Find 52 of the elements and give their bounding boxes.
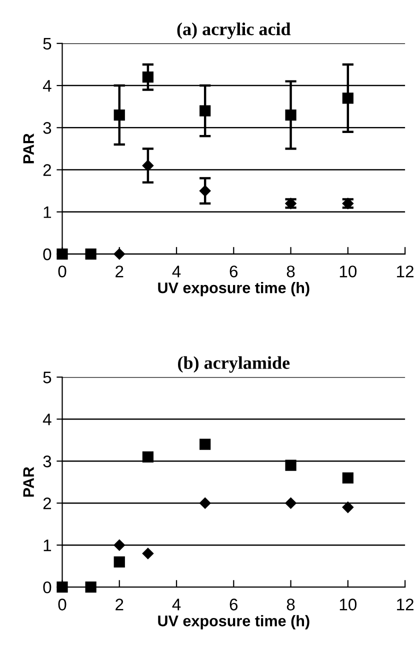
point (200, 438, 211, 450)
y-tick-label: 0 (43, 581, 52, 594)
x-axis-title: UV exposure time (h) (158, 615, 310, 630)
point (114, 539, 125, 551)
y-tick-label: 2 (43, 164, 51, 176)
point (199, 185, 211, 196)
chart-title: (b) acrylamide (178, 356, 290, 373)
x-tick-label: 4 (172, 598, 181, 610)
point (285, 109, 296, 121)
x-tick-label: 2 (116, 266, 124, 278)
y-tick-label: 0 (43, 248, 52, 260)
x-tick-label: 4 (172, 266, 181, 278)
x-tick-label: 2 (116, 598, 124, 610)
point (85, 582, 96, 593)
y-tick-label: 4 (42, 414, 52, 426)
point (142, 451, 154, 462)
x-tick-label: 0 (58, 598, 66, 610)
x-tick-label: 10 (340, 266, 357, 278)
y-tick-label: 5 (43, 38, 52, 50)
point (142, 72, 154, 83)
x-tick-label: 8 (286, 266, 295, 278)
x-tick-label: 6 (230, 266, 238, 278)
x-tick-label: 12 (397, 598, 414, 610)
y-axis-title: PAR (23, 466, 34, 497)
x-tick-label: 10 (340, 598, 357, 610)
x-axis-title: UV exposure time (h) (158, 282, 310, 296)
point (142, 160, 154, 172)
chart-title: (a) acrylic acid (177, 22, 291, 39)
point (114, 109, 125, 121)
point (285, 498, 296, 509)
point (114, 556, 125, 568)
x-tick-label: 0 (58, 266, 66, 278)
y-tick-label: 1 (44, 540, 52, 552)
point (114, 248, 125, 260)
y-axis-title: PAR (23, 133, 34, 164)
x-tick-label: 8 (286, 598, 295, 610)
point (200, 105, 211, 116)
point (342, 92, 354, 104)
point (342, 502, 354, 513)
x-tick-label: 12 (397, 266, 414, 278)
point (199, 498, 211, 509)
y-tick-label: 5 (43, 372, 52, 384)
y-tick-label: 4 (42, 80, 52, 92)
point (285, 460, 296, 471)
point (142, 548, 154, 560)
y-tick-label: 3 (43, 456, 52, 468)
x-tick-label: 6 (230, 598, 238, 610)
y-tick-label: 3 (43, 122, 52, 134)
point (342, 472, 354, 484)
point (85, 248, 96, 260)
y-tick-label: 2 (43, 498, 51, 510)
y-tick-label: 1 (44, 206, 52, 218)
